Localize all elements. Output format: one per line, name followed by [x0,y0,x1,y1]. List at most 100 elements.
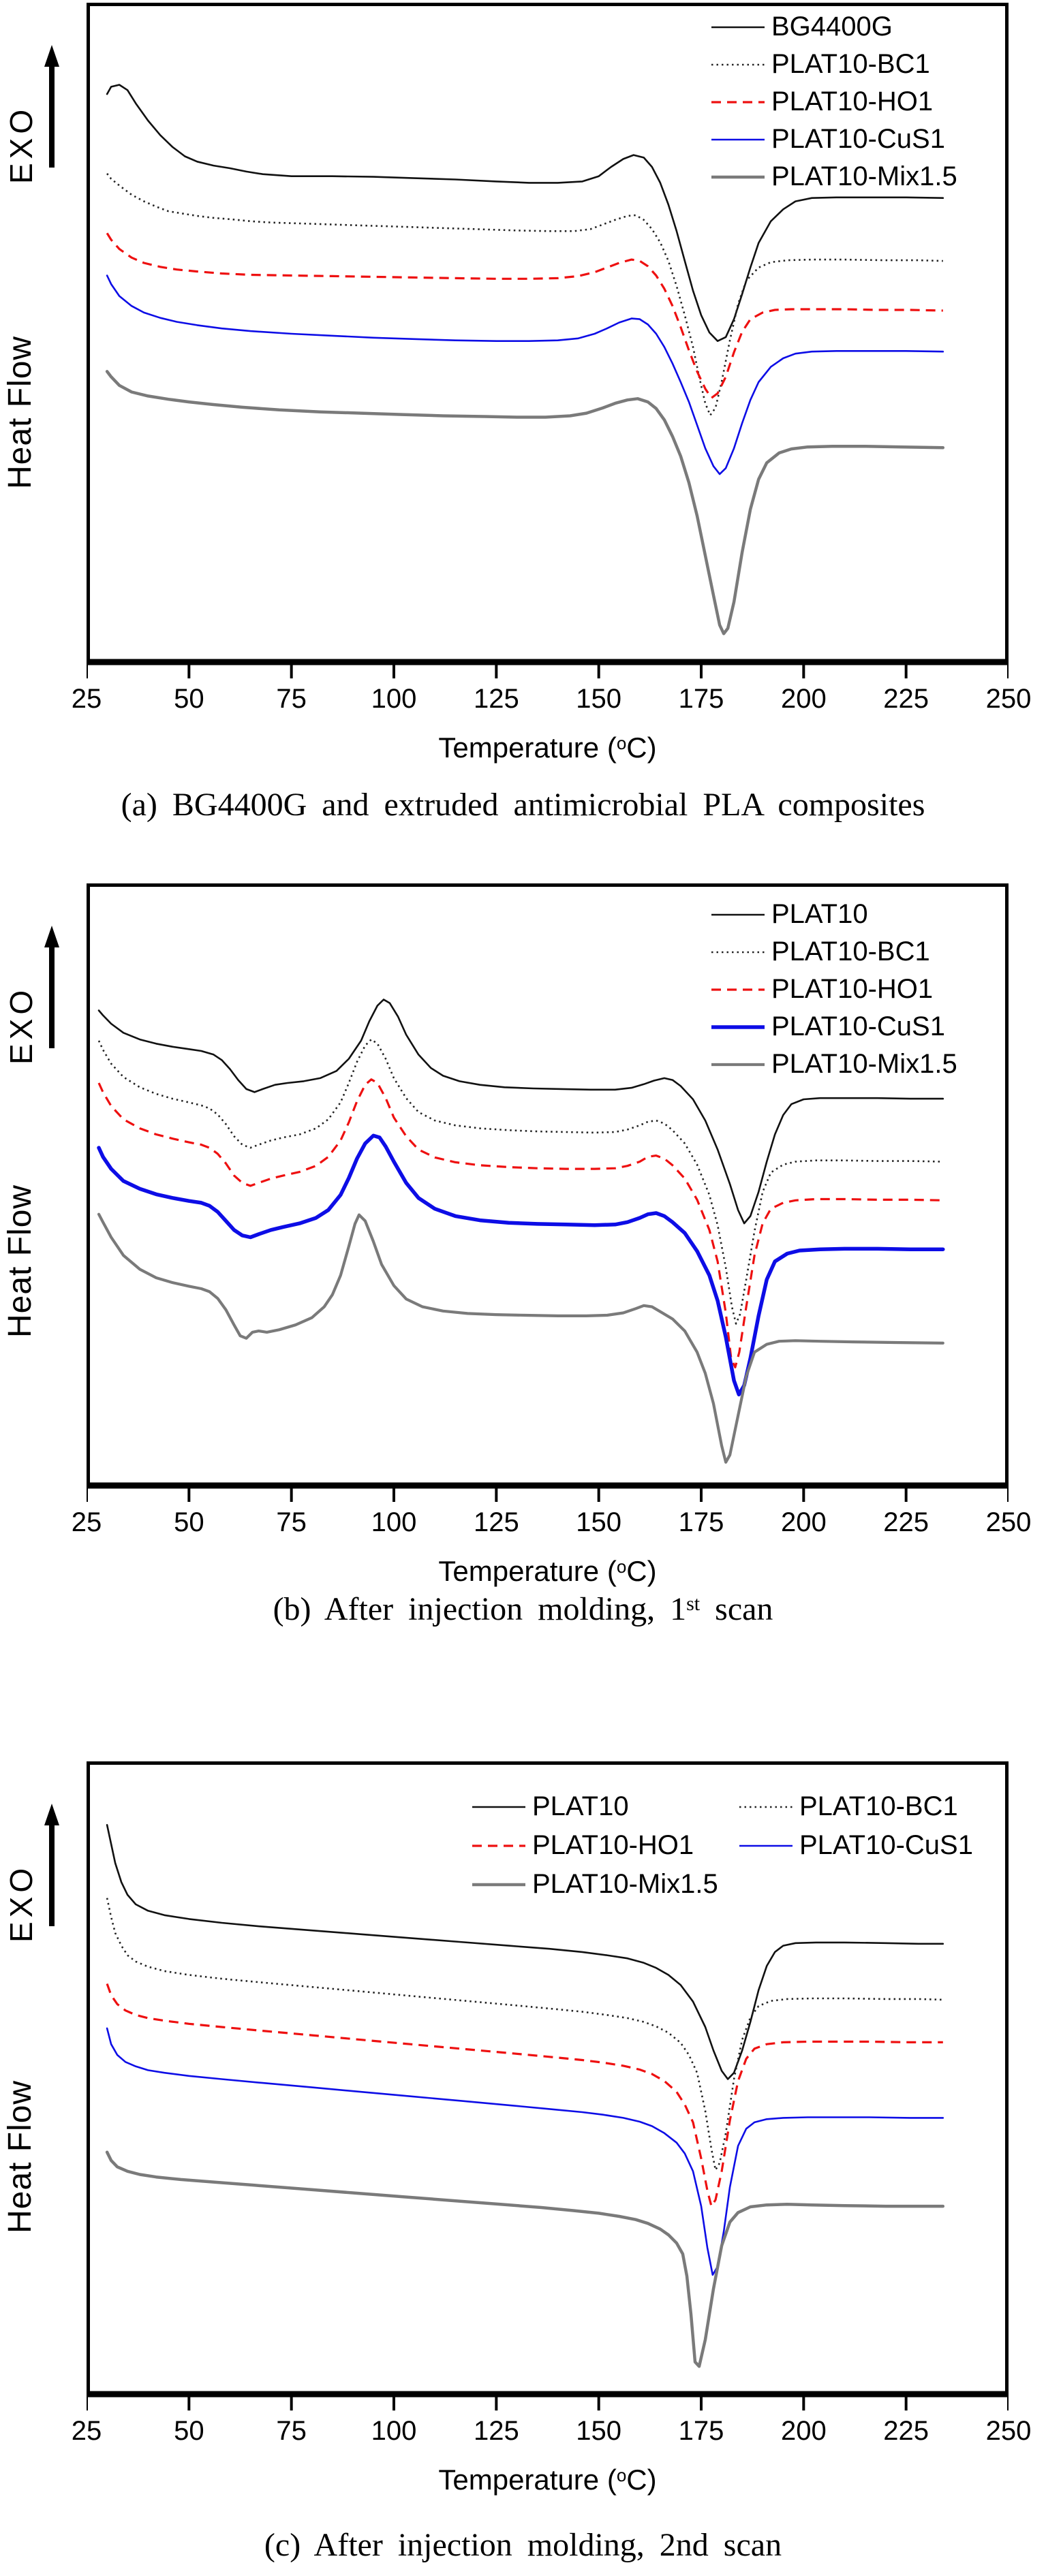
curve-PLAT10-Mix1.5 [105,370,945,635]
legend-entry: PLAT10-BC1 [711,933,957,971]
plot-area-a [87,3,1009,678]
x-tick-label: 50 [174,1507,204,1537]
plot-area-c [87,1761,1009,2410]
x-tick-label: 75 [276,684,307,714]
caption-b-suffix: scan [700,1591,773,1627]
x-tick-label: 200 [780,684,827,714]
x-tick-label: 25 [71,1507,102,1537]
exo-label: EXO [3,1864,39,1943]
legend-entry-label: BG4400G [771,12,893,42]
x-tick-label: 200 [780,1507,827,1537]
legend-entry-label: PLAT10 [532,1791,629,1821]
dsc-figure: EXO Heat Flow BG4400G PLAT10-BC1 PLAT10-HO… [0,3,1046,2564]
degree-superscript: o [616,2465,627,2485]
x-tick-label: 150 [576,1507,622,1537]
legend-line-sample-dashed [711,100,765,104]
legend-line-sample-solid [711,26,765,28]
curve-PLAT10-BC1 [106,1898,943,2171]
x-tick-label: 200 [780,2416,827,2446]
curve-BG4400G [106,84,944,342]
caption-b-text: (b) After injection molding, 1 [273,1591,687,1627]
legend-line-sample-solid [472,1806,525,1808]
legend-line-sample-solid [711,913,765,915]
legend-entry-label: PLAT10-Mix1.5 [771,1049,957,1079]
x-tick-label: 150 [576,684,622,714]
exo-up-arrow-icon [44,1804,59,1926]
x-tick-label: 125 [473,2416,519,2446]
curve-PLAT10 [97,999,944,1225]
x-tick-label: 100 [371,2416,417,2446]
x-tick-label: 50 [174,684,204,714]
legend-entry-label: PLAT10-Mix1.5 [771,161,957,191]
x-tick-label: 250 [985,684,1032,714]
legend-line-sample-solid [711,1024,765,1029]
legend-entry: PLAT10-CuS1 [739,1826,973,1865]
x-tick-label: 100 [371,1507,417,1537]
x-tick-label: 250 [985,1507,1032,1537]
legend-entry: PLAT10-Mix1.5 [472,1865,739,1904]
legend-line-sample-solid [739,1844,793,1847]
curve-PLAT10-BC1 [97,1038,943,1325]
x-axis-tick-labels-a: 25 50 75 100 125 150 175 200 225 250 [72,681,1032,715]
curve-PLAT10-CuS1 [106,2027,944,2276]
y-axis-label: Heat Flow [2,2079,38,2233]
legend-entry: PLAT10-HO1 [711,83,957,121]
legend-b: PLAT10 PLAT10-BC1 PLAT10-HO1 PLAT10-CuS1 PLA… [711,896,957,1083]
x-axis-title-text: Temperature ( [438,732,617,764]
legend-entry-label: PLAT10-CuS1 [771,124,945,154]
legend-line-sample-solid [711,138,765,140]
x-tick-label: 175 [678,2416,724,2446]
legend-entry: PLAT10-BC1 [739,1787,973,1826]
x-axis-title-unit: C) [626,2464,657,2496]
x-tick-label: 225 [883,1507,929,1537]
x-axis-tick-labels-b: 25 50 75 100 125 150 175 200 225 250 [72,1505,1032,1539]
y-axis-label: Heat Flow [2,1184,38,1338]
x-tick-label: 125 [473,1507,519,1537]
x-axis-title-unit: C) [626,1555,657,1587]
legend-entry: PLAT10 [472,1787,739,1826]
legend-line-sample-dotted [711,63,765,65]
x-tick-label: 150 [576,2416,622,2446]
x-tick-label: 225 [883,2416,929,2446]
chart-a: EXO Heat Flow BG4400G PLAT10-BC1 PLAT10-HO… [0,3,1046,824]
legend-line-sample-dotted [711,951,765,953]
legend-entry: BG4400G [711,8,957,46]
curve-PLAT10-CuS1 [106,274,944,475]
curve-PLAT10-HO1 [106,232,943,399]
legend-entry: PLAT10-HO1 [711,971,957,1008]
x-tick-label: 50 [174,2416,204,2446]
x-tick-label: 25 [71,684,102,714]
legend-entry: PLAT10-Mix1.5 [711,158,957,195]
legend-entry-label: PLAT10 [771,899,868,929]
legend-line-sample-dashed [711,988,765,991]
legend-entry: PLAT10-Mix1.5 [711,1046,957,1083]
legend-line-sample-dashed [472,1844,525,1847]
legend-line-sample-solid [472,1883,525,1886]
legend-entry: PLAT10 [711,896,957,933]
legend-entry: PLAT10-CuS1 [711,1008,957,1046]
x-tick-label: 125 [473,684,519,714]
legend-entry-label: PLAT10-CuS1 [771,1011,945,1041]
x-axis-title-text: Temperature ( [438,2464,617,2496]
exo-label: EXO [3,986,39,1065]
legend-line-sample-dotted [739,1806,793,1808]
y-axis-label: Heat Flow [2,335,38,489]
chart-b: EXO Heat Flow PLAT10 PLAT10-BC1 PLAT10-HO1… [0,883,1046,1629]
legend-entry: PLAT10-BC1 [711,46,957,83]
curve-PLAT10-Mix1.5 [97,1212,944,1464]
legend-entry-label: PLAT10-BC1 [771,937,930,967]
legend-entry-label: PLAT10-HO1 [532,1830,694,1860]
x-axis-tick-labels-c: 25 50 75 100 125 150 175 200 225 250 [72,2413,1032,2447]
caption-c: (c) After injection molding, 2nd scan [0,2526,1046,2564]
legend-entry-label: PLAT10-CuS1 [799,1830,973,1860]
x-tick-label: 25 [71,2416,102,2446]
curve-PLAT10-HO1 [106,1983,943,2208]
plot-area-b [87,883,1009,1502]
x-tick-label: 75 [276,2416,307,2446]
x-axis-title-unit: C) [626,732,657,764]
x-tick-label: 175 [678,1507,724,1537]
degree-superscript: o [616,733,627,753]
legend-entry-label: PLAT10-BC1 [799,1791,958,1821]
x-tick-label: 225 [883,684,929,714]
curve-PLAT10 [106,1824,944,2080]
